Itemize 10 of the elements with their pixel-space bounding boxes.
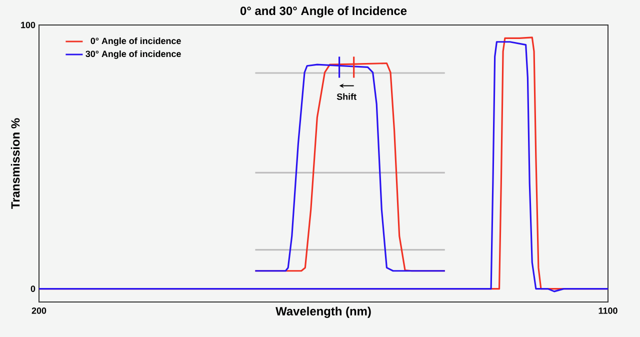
annotation: Shift (336, 93, 356, 100)
y-tick-label: 100 (21, 22, 36, 28)
x-tick-label: 1100 (598, 308, 618, 314)
legend-label: 0° Angle of incidence (90, 37, 181, 46)
x-tick-label: 200 (32, 308, 46, 314)
x-axis-title: Wavelength (nm) (276, 306, 371, 318)
legend-label: 30° Angle of incidence (86, 50, 181, 59)
chart-title: 0° and 30° Angle of Incidence (240, 6, 407, 18)
y-tick-label: 0 (30, 286, 36, 292)
y-axis-title: Transmission % (10, 118, 20, 209)
